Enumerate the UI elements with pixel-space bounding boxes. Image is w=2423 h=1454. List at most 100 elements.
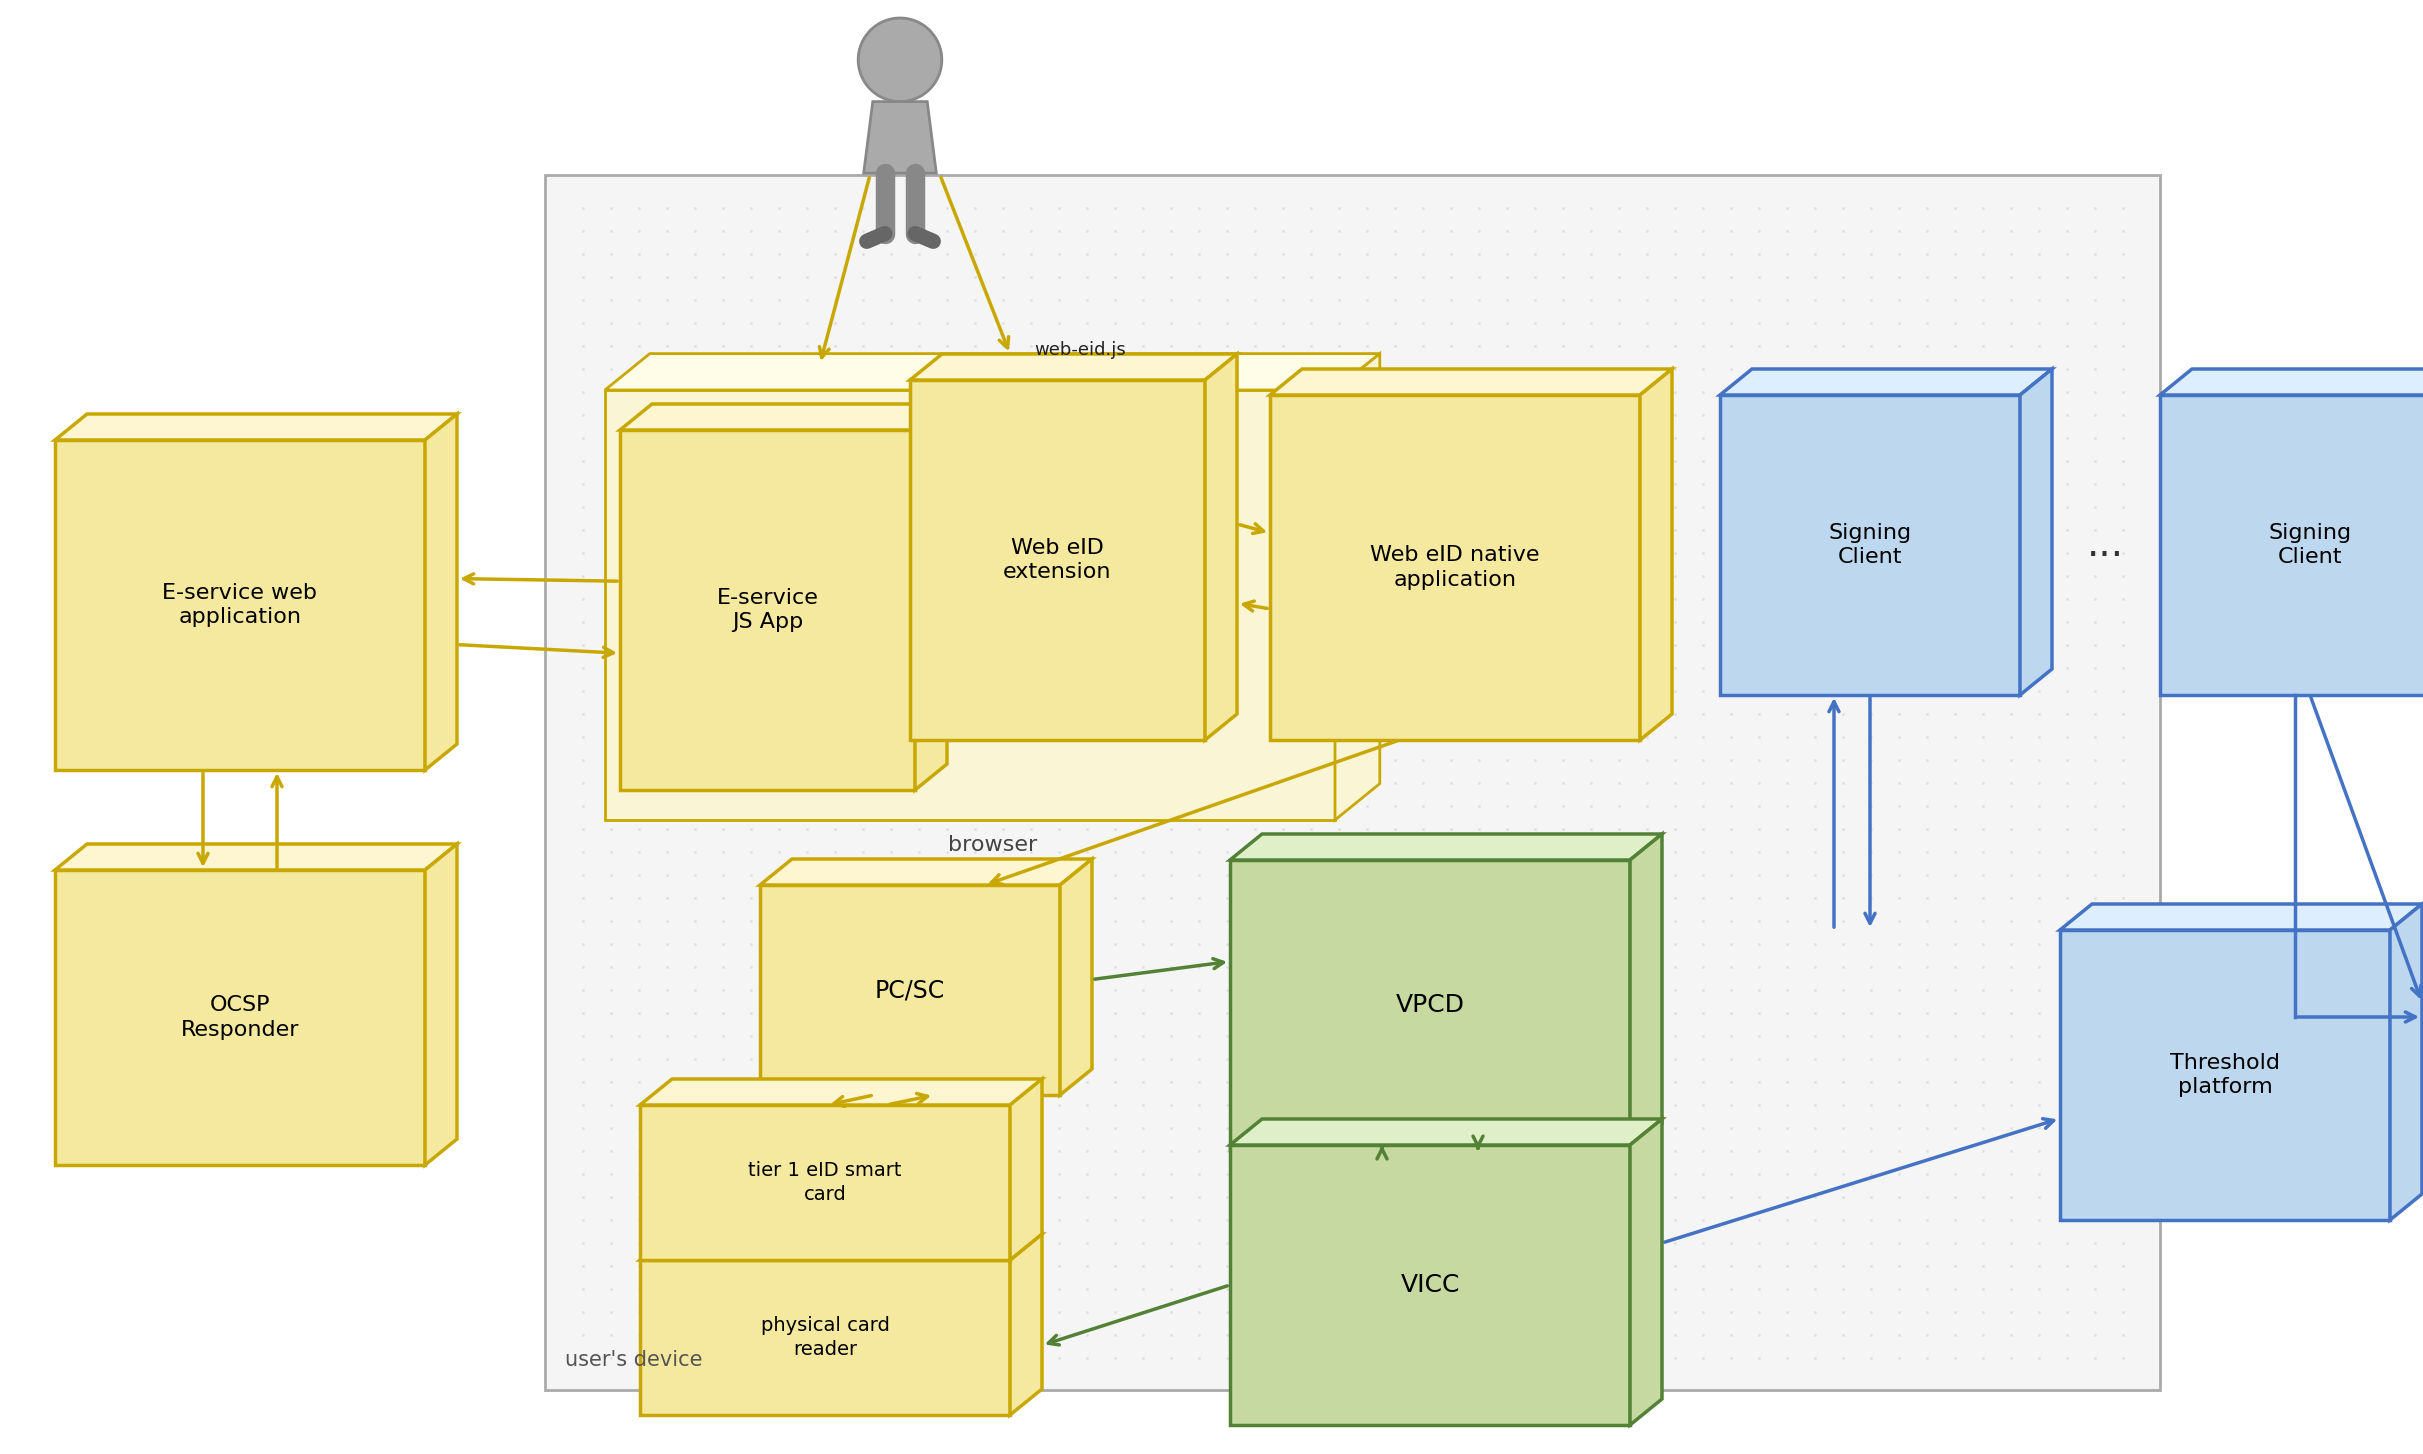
- Point: [1347, 1162, 1386, 1185]
- Point: [703, 634, 741, 657]
- Point: [1403, 381, 1442, 404]
- Point: [1488, 979, 1526, 1002]
- Point: [1265, 887, 1304, 910]
- Point: [1684, 1300, 1723, 1323]
- Point: [1013, 864, 1052, 887]
- Point: [955, 1185, 993, 1208]
- Point: [2021, 1232, 2060, 1255]
- Point: [843, 1323, 882, 1346]
- Text: Signing
Client: Signing Client: [2268, 522, 2353, 567]
- Point: [843, 196, 882, 220]
- Point: [676, 449, 715, 473]
- Point: [1543, 1047, 1582, 1070]
- Point: [1039, 587, 1078, 611]
- Point: [843, 1025, 882, 1048]
- Point: [1347, 473, 1386, 496]
- Point: [565, 1025, 603, 1048]
- Point: [1740, 381, 1778, 404]
- Point: [1740, 887, 1778, 910]
- Point: [1180, 519, 1219, 542]
- Point: [1013, 311, 1052, 334]
- Point: [1880, 381, 1919, 404]
- Point: [703, 1323, 741, 1346]
- Point: [1347, 1070, 1386, 1093]
- Point: [955, 864, 993, 887]
- Point: [1711, 1117, 1749, 1140]
- Point: [1236, 587, 1274, 611]
- Point: [1013, 1232, 1052, 1255]
- Point: [1265, 702, 1304, 726]
- Point: [1573, 726, 1611, 749]
- Point: [565, 1208, 603, 1232]
- Point: [1963, 634, 2001, 657]
- Point: [787, 1185, 826, 1208]
- Point: [591, 702, 630, 726]
- Point: [1236, 1162, 1274, 1185]
- Point: [1265, 541, 1304, 564]
- Point: [1711, 496, 1749, 519]
- Point: [1740, 794, 1778, 817]
- Point: [1655, 564, 1694, 587]
- Point: [1291, 358, 1330, 381]
- Point: [647, 1047, 686, 1070]
- Point: [676, 1162, 715, 1185]
- Point: [761, 1093, 800, 1117]
- Point: [984, 1232, 1023, 1255]
- Point: [928, 220, 967, 243]
- Point: [1013, 656, 1052, 679]
- Point: [1711, 932, 1749, 955]
- Point: [984, 794, 1023, 817]
- Point: [1236, 1117, 1274, 1140]
- Point: [1684, 679, 1723, 702]
- Point: [1907, 611, 1946, 634]
- Point: [1151, 817, 1190, 840]
- Point: [1684, 887, 1723, 910]
- Point: [2021, 496, 2060, 519]
- Point: [1936, 1002, 1975, 1025]
- Point: [843, 1117, 882, 1140]
- Point: [899, 1346, 938, 1370]
- Point: [1992, 1162, 2030, 1185]
- Point: [1573, 1002, 1611, 1025]
- Point: [1180, 1346, 1219, 1370]
- Point: [817, 1208, 855, 1232]
- Point: [1936, 358, 1975, 381]
- Point: [1963, 1002, 2001, 1025]
- Point: [1124, 564, 1163, 587]
- Point: [1069, 1025, 1107, 1048]
- Point: [2047, 1346, 2086, 1370]
- Point: [1432, 1208, 1471, 1232]
- Point: [1376, 288, 1415, 311]
- Point: [620, 749, 659, 772]
- Point: [1740, 243, 1778, 266]
- Point: [1992, 541, 2030, 564]
- Point: [955, 1047, 993, 1070]
- Point: [787, 1300, 826, 1323]
- Point: [1992, 1047, 2030, 1070]
- Point: [2077, 772, 2115, 795]
- Point: [1376, 794, 1415, 817]
- Polygon shape: [1631, 835, 1662, 1150]
- Point: [1769, 1047, 1808, 1070]
- Point: [1403, 564, 1442, 587]
- Point: [1321, 243, 1359, 266]
- Point: [761, 403, 800, 426]
- Point: [647, 220, 686, 243]
- Point: [620, 358, 659, 381]
- Point: [787, 496, 826, 519]
- Point: [928, 1093, 967, 1117]
- Point: [1963, 196, 2001, 220]
- Point: [1265, 634, 1304, 657]
- Point: [703, 794, 741, 817]
- Point: [1265, 817, 1304, 840]
- Point: [1517, 726, 1556, 749]
- Point: [1236, 864, 1274, 887]
- Point: [984, 1346, 1023, 1370]
- Point: [1376, 955, 1415, 979]
- Point: [984, 772, 1023, 795]
- Point: [761, 749, 800, 772]
- Point: [620, 381, 659, 404]
- Point: [1543, 288, 1582, 311]
- Point: [732, 726, 771, 749]
- Point: [1488, 1140, 1526, 1163]
